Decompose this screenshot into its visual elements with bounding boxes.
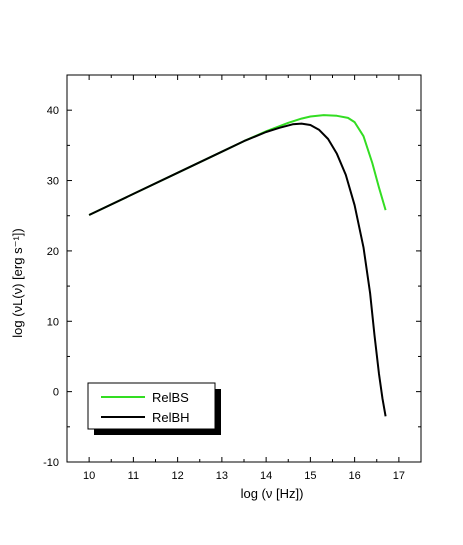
y-tick-label: 0 xyxy=(53,387,59,399)
y-axis-title: log (νL(ν) [erg s⁻¹]) xyxy=(10,228,25,337)
y-tick-label: 30 xyxy=(47,176,59,188)
legend: RelBS RelBH xyxy=(87,382,221,435)
ticks-layer: 10 11 12 13 14 15 16 17 -10 0 10 20 30 40 xyxy=(43,74,422,482)
x-tick-label: 10 xyxy=(83,470,95,482)
x-tick-label: 14 xyxy=(260,470,272,482)
series-line-relbh xyxy=(88,122,387,417)
legend-label-relbs: RelBS xyxy=(152,390,189,405)
x-axis-title: log (ν [Hz]) xyxy=(241,486,304,501)
x-tick-label: 17 xyxy=(393,470,405,482)
x-tick-label: 13 xyxy=(216,470,228,482)
legend-box xyxy=(87,382,216,430)
legend-label-relbh: RelBH xyxy=(152,410,190,425)
y-tick-label: 10 xyxy=(47,316,59,328)
x-tick-label: 12 xyxy=(172,470,184,482)
series-layer xyxy=(88,114,387,417)
x-tick-label: 15 xyxy=(304,470,316,482)
y-tick-label: 40 xyxy=(47,105,59,117)
y-tick-label: 20 xyxy=(47,246,59,258)
x-tick-label: 11 xyxy=(128,470,139,482)
y-tick-label: -10 xyxy=(43,457,59,469)
x-tick-label: 16 xyxy=(349,470,361,482)
